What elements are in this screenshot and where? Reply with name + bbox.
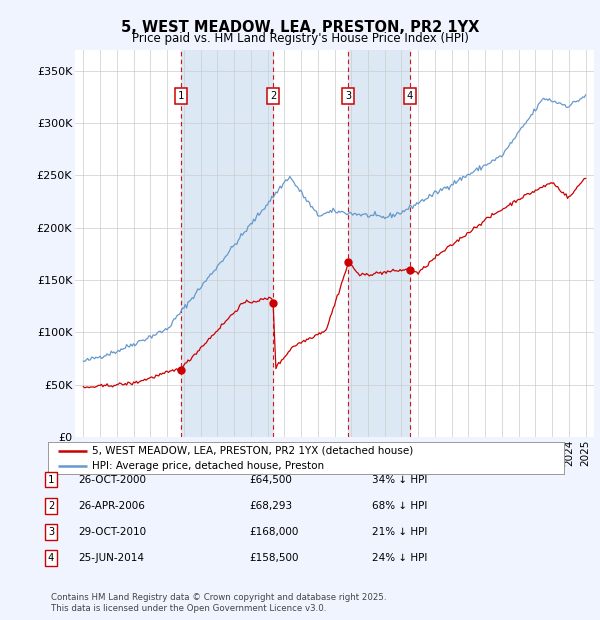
- Text: HPI: Average price, detached house, Preston: HPI: Average price, detached house, Pres…: [92, 461, 324, 471]
- Text: 4: 4: [48, 553, 54, 563]
- Text: Contains HM Land Registry data © Crown copyright and database right 2025.
This d: Contains HM Land Registry data © Crown c…: [51, 593, 386, 613]
- Text: 26-APR-2006: 26-APR-2006: [78, 501, 145, 511]
- Text: 26-OCT-2000: 26-OCT-2000: [78, 475, 146, 485]
- Text: £64,500: £64,500: [249, 475, 292, 485]
- Text: 3: 3: [345, 91, 352, 101]
- Bar: [181, 50, 273, 437]
- Text: 1: 1: [48, 475, 54, 485]
- Text: 4: 4: [407, 91, 413, 101]
- Bar: [348, 50, 410, 437]
- Text: 24% ↓ HPI: 24% ↓ HPI: [372, 553, 427, 563]
- Text: 3: 3: [48, 527, 54, 537]
- Text: £158,500: £158,500: [249, 553, 299, 563]
- Text: 25-JUN-2014: 25-JUN-2014: [78, 553, 144, 563]
- Text: 5, WEST MEADOW, LEA, PRESTON, PR2 1YX (detached house): 5, WEST MEADOW, LEA, PRESTON, PR2 1YX (d…: [92, 446, 413, 456]
- Text: Price paid vs. HM Land Registry's House Price Index (HPI): Price paid vs. HM Land Registry's House …: [131, 32, 469, 45]
- Text: 1: 1: [178, 91, 184, 101]
- Text: 5, WEST MEADOW, LEA, PRESTON, PR2 1YX: 5, WEST MEADOW, LEA, PRESTON, PR2 1YX: [121, 20, 479, 35]
- Text: 29-OCT-2010: 29-OCT-2010: [78, 527, 146, 537]
- Text: 34% ↓ HPI: 34% ↓ HPI: [372, 475, 427, 485]
- Text: 68% ↓ HPI: 68% ↓ HPI: [372, 501, 427, 511]
- Text: £68,293: £68,293: [249, 501, 292, 511]
- Text: 2: 2: [270, 91, 276, 101]
- Text: £168,000: £168,000: [249, 527, 298, 537]
- Text: 2: 2: [48, 501, 54, 511]
- Text: 21% ↓ HPI: 21% ↓ HPI: [372, 527, 427, 537]
